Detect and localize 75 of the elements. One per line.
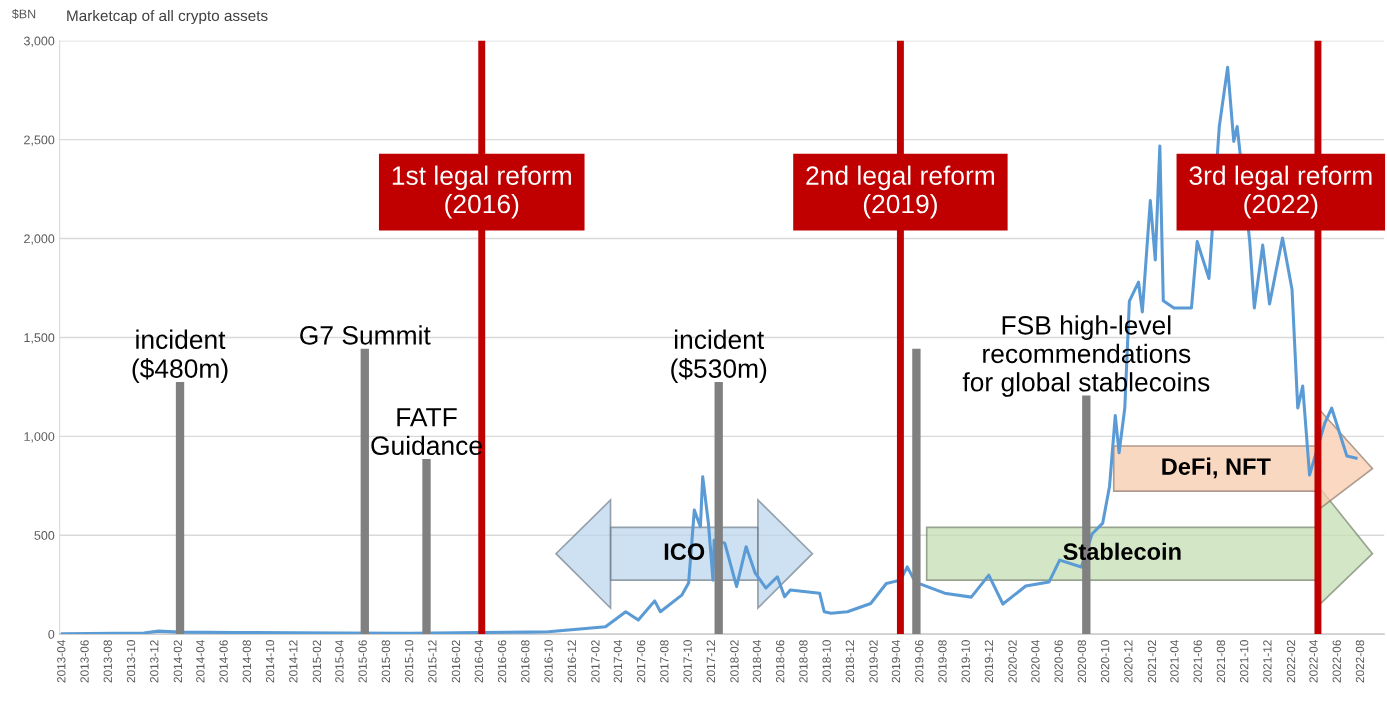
chart-title: Marketcap of all crypto assets — [67, 9, 268, 25]
x-tick-label: 2015-04 — [335, 640, 344, 683]
x-tick-label: 2019-06 — [915, 640, 924, 683]
ref-line-label: incident ($480m) — [132, 329, 228, 384]
x-tick-label: 2016-08 — [521, 640, 530, 683]
x-tick-label: 2016-06 — [497, 640, 507, 683]
x-tick-label: 2017-02 — [591, 640, 600, 683]
x-tick-label: 2022-08 — [1355, 640, 1365, 683]
x-tick-label: 2021-10 — [1239, 640, 1249, 683]
x-tick-label: 2020-04 — [1031, 640, 1040, 683]
x-tick-label: 2018-10 — [822, 640, 831, 683]
x-tick-label: 2014-06 — [219, 640, 228, 683]
x-tick-label: 2015-08 — [381, 640, 391, 683]
x-tick-label: 2019-02 — [869, 640, 878, 683]
y-tick-label: 500 — [34, 531, 55, 540]
x-tick-label: 2021-08 — [1216, 640, 1226, 683]
x-tick-label: 2022-04 — [1309, 640, 1318, 683]
ref-line-label: G7 Summit — [300, 325, 431, 345]
x-tick-label: 2014-02 — [173, 640, 183, 683]
x-tick-label: 2019-12 — [984, 640, 994, 683]
x-tick-label: 2017-08 — [660, 640, 669, 683]
x-tick-label: 2018-12 — [845, 640, 855, 683]
ref-line-label: incident ($530m) — [671, 329, 767, 384]
ref-line-label: 1st legal reform (2016) — [392, 165, 571, 219]
x-tick-label: 2014-08 — [242, 640, 251, 683]
x-tick-label: 2018-04 — [752, 640, 762, 683]
band-label: DeFi, NFT — [1162, 457, 1271, 479]
x-tick-label: 2021-02 — [1147, 640, 1157, 683]
band-label: ICO — [664, 543, 705, 561]
x-tick-label: 2016-02 — [451, 640, 461, 683]
y-tick-label: 1,000 — [24, 432, 55, 443]
x-tick-label: 2015-02 — [312, 640, 322, 683]
x-tick-label: 2020-02 — [1008, 640, 1017, 683]
x-tick-label: 2013-06 — [80, 640, 89, 683]
x-tick-label: 2013-08 — [103, 640, 112, 683]
x-tick-label: 2019-10 — [961, 640, 970, 683]
x-tick-label: 2015-10 — [404, 640, 414, 683]
x-tick-label: 2021-04 — [1170, 640, 1179, 683]
x-tick-label: 2017-06 — [636, 640, 646, 683]
x-tick-label: 2014-10 — [265, 640, 275, 683]
y-tick-label: 2,500 — [24, 135, 55, 146]
x-tick-label: 2017-10 — [683, 640, 692, 683]
x-tick-label: 2016-12 — [567, 640, 576, 683]
y-tick-label: 1,500 — [24, 333, 55, 344]
x-tick-label: 2017-12 — [706, 640, 716, 683]
y-axis-title: $BN — [11, 8, 36, 20]
x-tick-label: 2021-12 — [1263, 640, 1272, 683]
x-tick-label: 2014-12 — [289, 640, 298, 683]
x-tick-label: 2020-12 — [1124, 640, 1133, 683]
band-label: Stablecoin — [1063, 542, 1181, 561]
ref-line-label: 3rd legal reform (2022) — [1189, 165, 1372, 219]
x-tick-label: 2013-12 — [150, 640, 159, 683]
x-tick-label: 2013-10 — [126, 640, 136, 683]
x-tick-label: 2018-02 — [730, 640, 739, 683]
x-tick-label: 2022-02 — [1286, 640, 1296, 683]
x-tick-label: 2015-06 — [358, 640, 367, 683]
ref-line-label: 2nd legal reform (2019) — [806, 165, 995, 219]
x-tick-label: 2018-06 — [775, 640, 785, 683]
x-tick-label: 2022-06 — [1332, 640, 1341, 683]
y-tick-label: 2,000 — [24, 234, 55, 245]
x-tick-label: 2016-10 — [544, 640, 553, 683]
y-tick-label: 0 — [48, 629, 55, 639]
x-tick-label: 2013-04 — [57, 640, 66, 683]
x-tick-label: 2017-04 — [613, 640, 623, 683]
x-tick-label: 2014-04 — [196, 640, 205, 683]
x-tick-label: 2019-08 — [938, 640, 947, 683]
y-tick-label: 3,000 — [23, 36, 55, 47]
x-tick-label: 2016-04 — [474, 640, 483, 683]
x-tick-label: 2015-12 — [428, 640, 437, 683]
x-tick-label: 2020-06 — [1054, 640, 1063, 683]
x-tick-label: 2020-08 — [1077, 640, 1087, 683]
x-tick-label: 2020-10 — [1100, 640, 1110, 683]
x-tick-label: 2019-04 — [891, 640, 901, 683]
x-tick-label: 2021-06 — [1193, 640, 1202, 683]
x-tick-label: 2018-08 — [799, 640, 808, 683]
